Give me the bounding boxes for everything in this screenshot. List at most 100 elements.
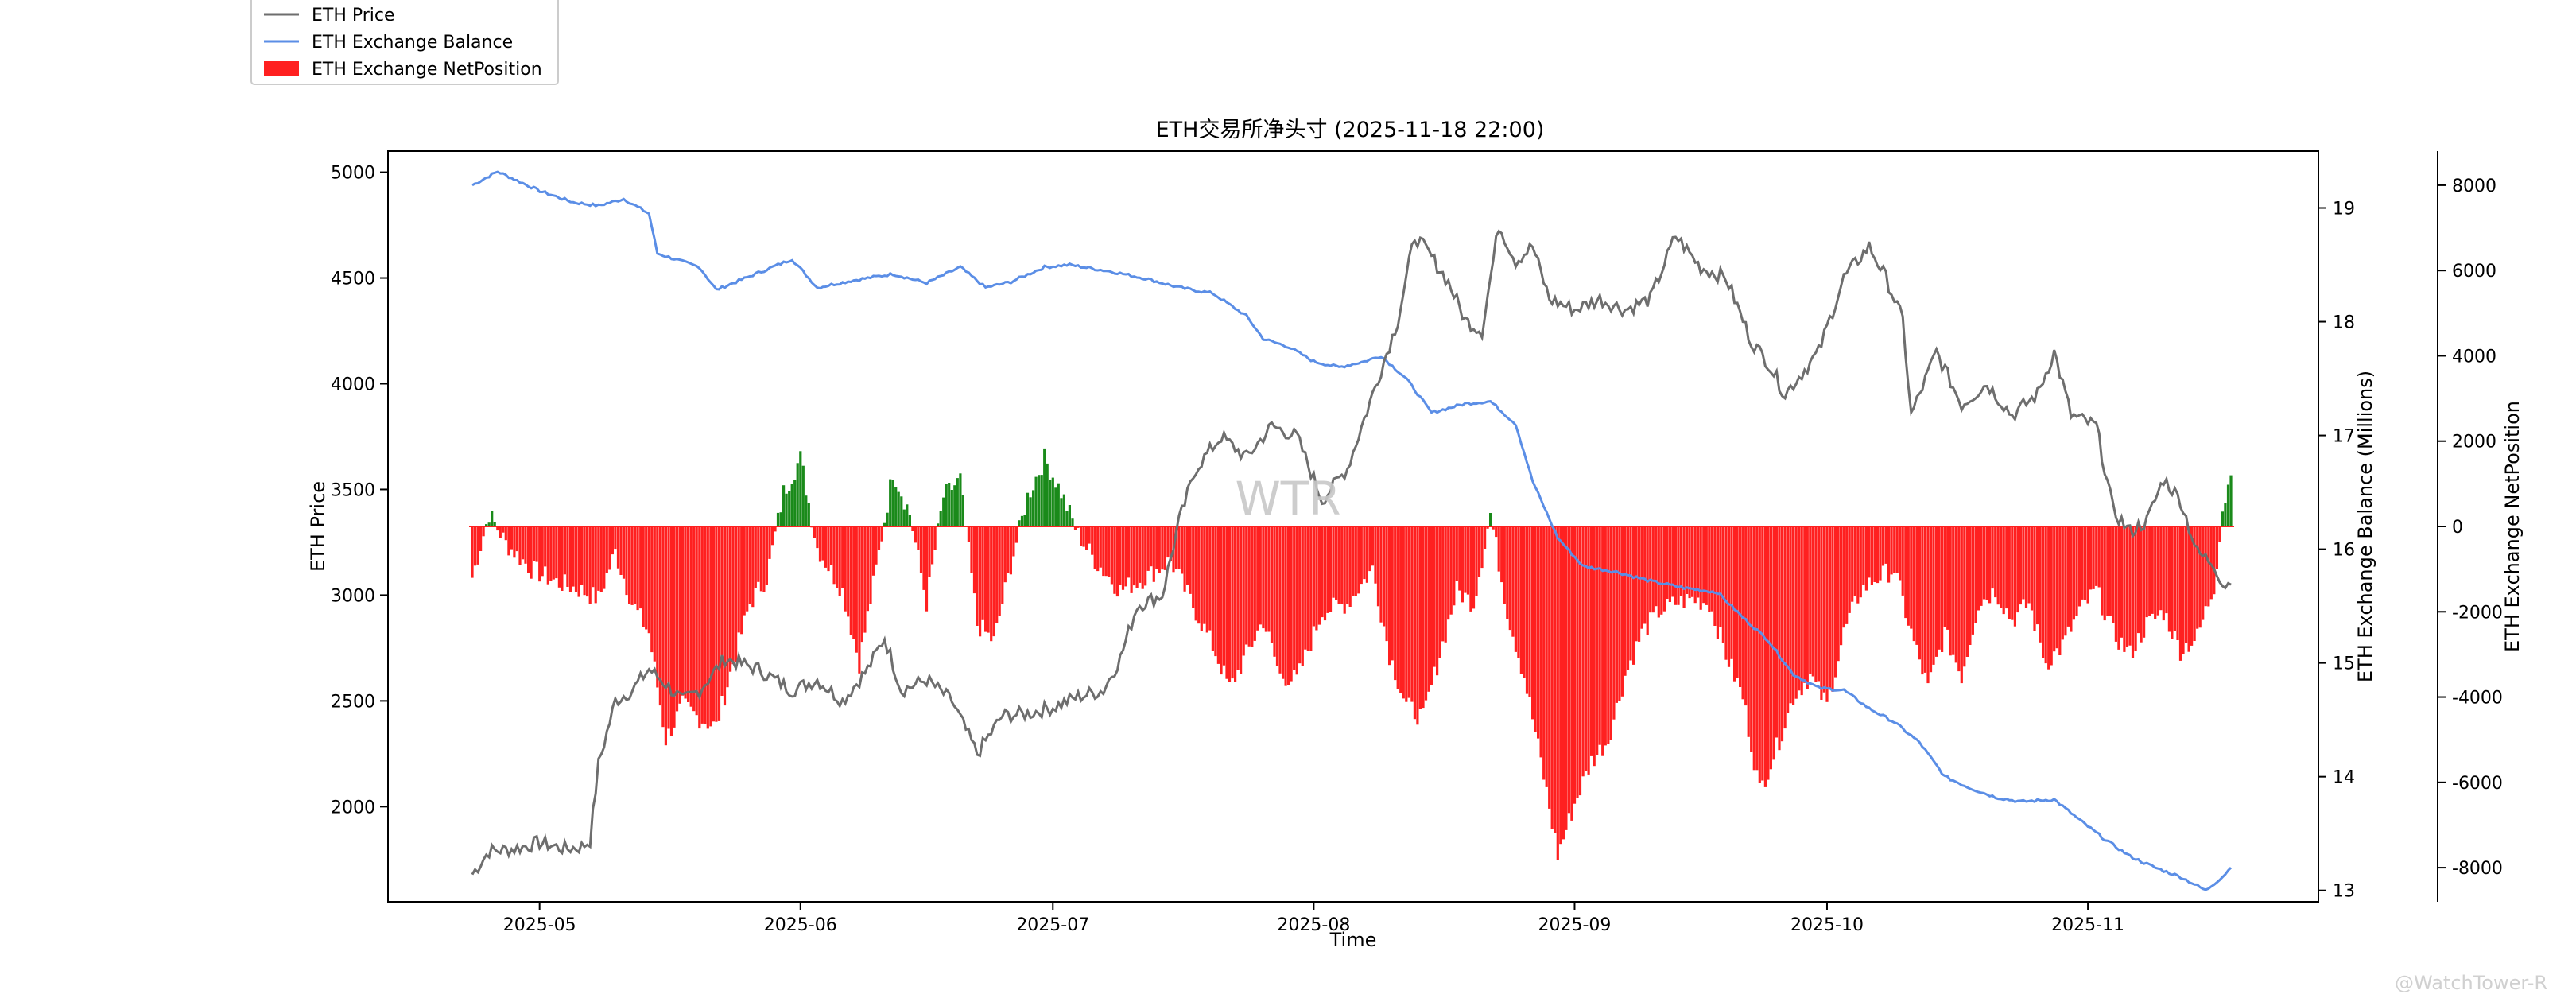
netposition-bar xyxy=(1251,526,1254,647)
netposition-bar xyxy=(877,526,881,550)
netposition-bar xyxy=(524,526,527,564)
netposition-bar xyxy=(1618,526,1621,701)
netposition-bar xyxy=(1853,526,1856,596)
netposition-bar xyxy=(757,526,760,582)
netposition-bar xyxy=(2024,526,2028,608)
netposition-bar xyxy=(1666,526,1669,599)
netposition-bar xyxy=(1733,526,1736,682)
netposition-bar xyxy=(841,526,844,588)
netposition-bar xyxy=(726,526,729,688)
netposition-bar xyxy=(1825,526,1829,702)
netposition-bar xyxy=(2005,526,2008,609)
netposition-bar xyxy=(1240,526,1243,674)
netposition-bar xyxy=(1879,526,1882,581)
netposition-bar xyxy=(1315,526,1318,631)
netposition-bar xyxy=(1480,526,1484,569)
netposition-bar xyxy=(1668,526,1671,602)
netposition-bar xyxy=(1444,526,1447,643)
netposition-bar xyxy=(1245,526,1248,645)
netposition-bar xyxy=(1121,526,1125,590)
netposition-bar xyxy=(1503,526,1506,604)
netposition-bar xyxy=(2083,526,2087,600)
netposition-bar xyxy=(1755,526,1759,771)
netposition-bar xyxy=(1346,526,1349,604)
netposition-bar xyxy=(754,526,757,588)
netposition-bar xyxy=(1519,526,1523,674)
netposition-bar xyxy=(515,526,518,552)
netposition-bar xyxy=(1800,526,1803,696)
netposition-bar xyxy=(902,509,906,526)
netposition-bar xyxy=(1183,526,1186,592)
netposition-bar xyxy=(1686,526,1689,594)
netposition-bar xyxy=(1537,526,1540,739)
netposition-bar xyxy=(473,526,477,566)
netposition-bar xyxy=(1447,526,1450,620)
netposition-bar xyxy=(1332,526,1335,598)
netposition-bar xyxy=(2089,526,2093,590)
netposition-bar xyxy=(1918,526,1921,660)
netposition-bar xyxy=(2106,526,2109,616)
netposition-bar xyxy=(1809,526,1812,674)
netposition-bar xyxy=(2086,526,2089,604)
netposition-bar xyxy=(636,526,639,611)
netposition-bar xyxy=(1864,526,1868,591)
y-right1-tick-label: 18 xyxy=(2333,313,2355,333)
netposition-bar xyxy=(1275,526,1279,666)
legend: ETH Price ETH Exchange Balance ETH Excha… xyxy=(250,0,559,85)
netposition-bar xyxy=(1581,526,1585,777)
netposition-bar xyxy=(1870,526,1873,585)
price-series-line xyxy=(471,229,2232,876)
netposition-bar xyxy=(2156,526,2159,616)
netposition-bar xyxy=(1029,497,1032,526)
netposition-bar xyxy=(883,522,886,526)
netposition-bar xyxy=(1705,526,1708,605)
netposition-bar xyxy=(614,526,617,550)
netposition-bar xyxy=(1772,526,1775,760)
netposition-bar xyxy=(869,526,872,604)
netposition-bar xyxy=(1969,526,1972,645)
netposition-bar xyxy=(1943,526,1946,627)
netposition-bar xyxy=(1492,526,1495,530)
netposition-bar xyxy=(1803,526,1806,683)
netposition-bar xyxy=(580,526,584,585)
netposition-bar xyxy=(1693,526,1697,604)
netposition-bar xyxy=(1780,526,1784,742)
netposition-bar xyxy=(1220,526,1223,675)
netposition-bar xyxy=(1150,526,1153,567)
netposition-bar xyxy=(2117,526,2120,650)
netposition-bar xyxy=(2011,526,2014,620)
netposition-bar xyxy=(594,526,597,604)
netposition-bar xyxy=(1730,526,1733,659)
netposition-bar xyxy=(1495,526,1498,538)
netposition-bar xyxy=(1655,526,1658,607)
netposition-bar xyxy=(1901,526,1904,596)
netposition-bar xyxy=(1211,526,1214,651)
netposition-bar xyxy=(2064,526,2067,636)
y-left-tick-label: 2500 xyxy=(331,692,375,712)
netposition-bar xyxy=(533,526,536,561)
y-right2-tick-label: 2000 xyxy=(2452,433,2496,452)
netposition-bar xyxy=(995,526,999,623)
netposition-bar xyxy=(1001,526,1004,604)
netposition-bar xyxy=(1115,526,1119,597)
netposition-bar xyxy=(1585,526,1588,771)
netposition-bar xyxy=(566,526,569,587)
netposition-bar xyxy=(574,526,578,592)
netposition-bar xyxy=(838,526,841,596)
netposition-bar xyxy=(1413,526,1416,720)
netposition-bar xyxy=(919,526,923,573)
netposition-bar xyxy=(563,526,566,575)
netposition-bar xyxy=(987,526,990,633)
netposition-bar xyxy=(599,526,603,592)
netposition-bar xyxy=(1957,526,1961,672)
y-left-tick-label: 2000 xyxy=(331,798,375,818)
netposition-bar xyxy=(549,526,553,581)
netposition-bar xyxy=(1620,526,1624,697)
netposition-bar xyxy=(2226,484,2230,526)
netposition-bar xyxy=(1298,526,1302,664)
netposition-bar xyxy=(1200,526,1203,631)
y-right1-axis-ticks: 13 14 15 16 17 18 19 xyxy=(2318,200,2355,902)
netposition-bar xyxy=(1407,526,1410,698)
